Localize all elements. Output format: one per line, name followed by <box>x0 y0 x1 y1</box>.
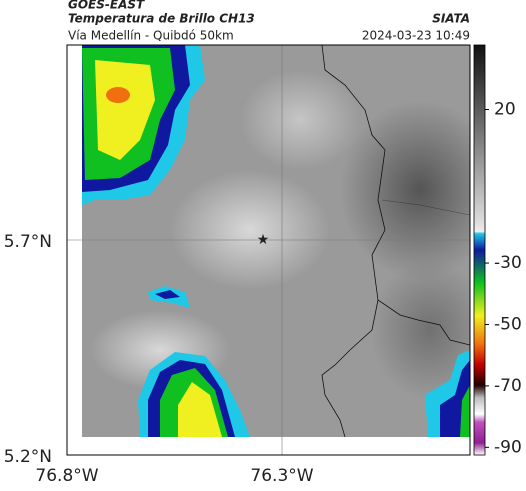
lat-label: 5.7°N <box>4 232 52 252</box>
colorbar-tick-label: 20 <box>494 99 516 119</box>
colorbar-tick-label: -30 <box>494 253 522 273</box>
title: GOES-EAST <box>68 0 145 12</box>
lon-label: 76.3°W <box>250 466 313 486</box>
lon-label: 76.8°W <box>35 466 98 486</box>
caption: Vía Medellín - Quibdó 50km <box>68 29 234 43</box>
location-marker: ★ <box>257 232 270 248</box>
source: SIATA <box>432 12 470 26</box>
subtitle: Temperatura de Brillo CH13 <box>68 12 255 26</box>
colorbar <box>473 44 486 456</box>
colorbar-tick-label: -90 <box>494 437 522 457</box>
colorbar-tick-label: -70 <box>494 376 522 396</box>
map-image <box>82 45 470 437</box>
colorbar-tick-label: -50 <box>494 314 522 334</box>
map-frame <box>66 44 471 456</box>
timestamp: 2024-03-23 10:49 <box>362 29 470 43</box>
lat-label: 5.2°N <box>4 447 52 467</box>
